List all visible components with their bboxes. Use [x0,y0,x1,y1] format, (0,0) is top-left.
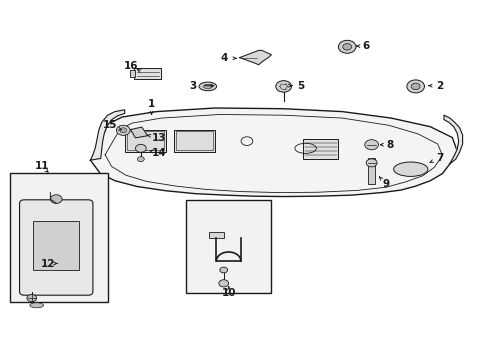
Bar [303,139,338,159]
Text: 9: 9 [382,179,389,189]
Ellipse shape [199,82,216,91]
Text: 1: 1 [148,99,155,109]
Circle shape [338,40,355,53]
Bar [209,232,223,238]
Text: 3: 3 [189,81,196,91]
Bar [127,131,163,150]
Text: 11: 11 [34,161,49,171]
Text: 14: 14 [151,148,166,158]
Bar [173,130,215,152]
Circle shape [364,140,378,150]
Bar [185,200,271,293]
Text: 10: 10 [221,288,236,298]
Circle shape [120,128,126,133]
Text: 16: 16 [123,60,138,71]
Circle shape [366,159,376,167]
Circle shape [116,125,130,135]
Polygon shape [90,108,456,197]
Circle shape [275,81,291,92]
Circle shape [135,144,146,152]
Circle shape [342,44,351,50]
Bar [129,70,135,77]
Circle shape [219,280,228,287]
Text: 13: 13 [151,132,166,143]
Text: 12: 12 [41,258,55,269]
Polygon shape [239,50,271,65]
Polygon shape [90,110,124,160]
Text: 2: 2 [436,81,443,91]
Circle shape [50,195,62,203]
Ellipse shape [393,162,427,176]
Text: 7: 7 [435,153,443,163]
Circle shape [137,157,144,162]
Bar [10,173,107,302]
Circle shape [406,80,424,93]
Bar [124,130,166,152]
Bar [176,131,212,150]
Text: 8: 8 [386,140,393,150]
Ellipse shape [30,303,43,308]
Polygon shape [130,127,147,138]
Circle shape [410,83,419,90]
Text: 15: 15 [102,120,117,130]
Bar [33,221,79,270]
Ellipse shape [203,84,212,89]
Text: 4: 4 [220,53,227,63]
Text: 6: 6 [362,41,368,51]
Circle shape [27,294,37,302]
Bar [134,68,161,79]
Polygon shape [443,115,462,164]
Text: 5: 5 [297,81,304,91]
FancyBboxPatch shape [20,200,93,295]
Bar [367,158,374,184]
Circle shape [219,267,227,273]
